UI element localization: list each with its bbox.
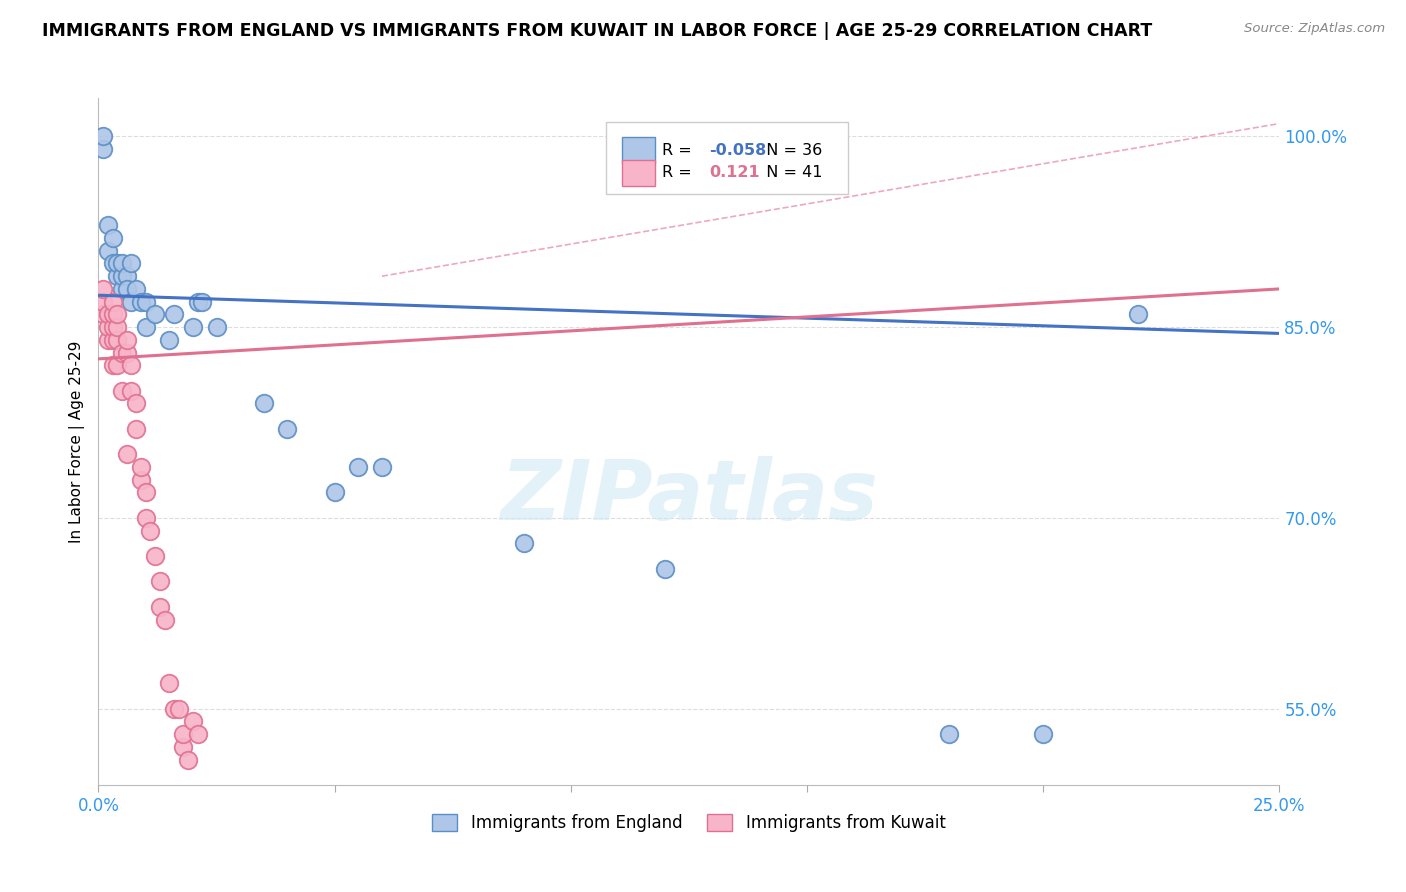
Point <box>101 333 124 347</box>
Point <box>111 282 134 296</box>
Point <box>115 282 138 296</box>
Point <box>149 599 172 614</box>
Point <box>163 701 186 715</box>
Point <box>111 269 134 284</box>
Point <box>105 307 128 321</box>
Point <box>153 613 176 627</box>
Point <box>129 473 152 487</box>
Point <box>143 549 166 563</box>
Point <box>143 307 166 321</box>
Text: 0.121: 0.121 <box>709 165 759 180</box>
Point <box>115 447 138 461</box>
Text: N = 41: N = 41 <box>756 165 823 180</box>
Point <box>125 396 148 410</box>
Point <box>101 307 124 321</box>
Point <box>101 294 124 309</box>
Point <box>654 562 676 576</box>
Text: N = 36: N = 36 <box>756 143 823 158</box>
Point <box>97 320 120 334</box>
Point <box>187 294 209 309</box>
Point <box>105 256 128 270</box>
Point <box>105 333 128 347</box>
Point <box>91 129 114 144</box>
Point <box>111 256 134 270</box>
Point <box>205 320 228 334</box>
Point <box>115 269 138 284</box>
Point <box>125 422 148 436</box>
Point <box>512 536 534 550</box>
FancyBboxPatch shape <box>621 137 655 163</box>
Point <box>163 307 186 321</box>
Point <box>135 294 157 309</box>
Point <box>111 384 134 398</box>
Point <box>101 256 124 270</box>
Text: IMMIGRANTS FROM ENGLAND VS IMMIGRANTS FROM KUWAIT IN LABOR FORCE | AGE 25-29 COR: IMMIGRANTS FROM ENGLAND VS IMMIGRANTS FR… <box>42 22 1153 40</box>
Point <box>157 333 180 347</box>
Text: R =: R = <box>662 165 702 180</box>
Text: Source: ZipAtlas.com: Source: ZipAtlas.com <box>1244 22 1385 36</box>
Point <box>105 358 128 372</box>
Point <box>139 524 162 538</box>
Point <box>111 345 134 359</box>
Point <box>115 345 138 359</box>
Point <box>115 333 138 347</box>
Point <box>105 269 128 284</box>
Text: R =: R = <box>662 143 696 158</box>
Point <box>97 219 120 233</box>
Point <box>149 574 172 589</box>
Point <box>129 460 152 475</box>
FancyBboxPatch shape <box>606 122 848 194</box>
Point <box>101 358 124 372</box>
FancyBboxPatch shape <box>621 160 655 186</box>
Text: -0.058: -0.058 <box>709 143 766 158</box>
Text: ZIPatlas: ZIPatlas <box>501 456 877 537</box>
Point <box>172 727 194 741</box>
Point <box>167 701 190 715</box>
Point <box>177 752 200 766</box>
Point <box>91 142 114 156</box>
Y-axis label: In Labor Force | Age 25-29: In Labor Force | Age 25-29 <box>69 341 84 542</box>
Point <box>276 422 298 436</box>
Point <box>1032 727 1054 741</box>
Point <box>121 384 143 398</box>
Point <box>135 485 157 500</box>
Point <box>187 727 209 741</box>
Point <box>253 396 276 410</box>
Point <box>91 282 114 296</box>
Point <box>1126 307 1149 321</box>
Point <box>129 294 152 309</box>
Point <box>371 460 394 475</box>
Legend: Immigrants from England, Immigrants from Kuwait: Immigrants from England, Immigrants from… <box>426 807 952 838</box>
Point <box>938 727 960 741</box>
Point <box>91 294 114 309</box>
Point <box>181 320 204 334</box>
Point <box>323 485 346 500</box>
Point <box>135 320 157 334</box>
Point <box>105 320 128 334</box>
Point <box>191 294 214 309</box>
Point <box>121 294 143 309</box>
Point <box>157 676 180 690</box>
Point <box>97 307 120 321</box>
Point <box>97 333 120 347</box>
Point <box>347 460 370 475</box>
Point <box>135 511 157 525</box>
Point <box>91 307 114 321</box>
Point <box>181 714 204 729</box>
Point <box>101 320 124 334</box>
Point <box>125 282 148 296</box>
Point <box>121 256 143 270</box>
Point <box>101 231 124 245</box>
Point <box>121 358 143 372</box>
Point <box>97 244 120 258</box>
Point <box>172 739 194 754</box>
